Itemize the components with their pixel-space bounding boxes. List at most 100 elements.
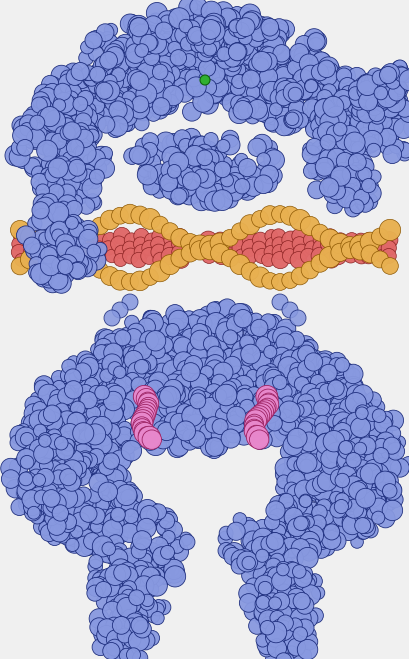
Circle shape <box>66 368 86 389</box>
Circle shape <box>29 444 43 459</box>
Circle shape <box>209 422 222 434</box>
Circle shape <box>262 164 276 178</box>
Circle shape <box>50 221 68 239</box>
Circle shape <box>332 126 346 139</box>
Circle shape <box>39 203 55 219</box>
Circle shape <box>213 333 228 349</box>
Circle shape <box>207 346 223 363</box>
Circle shape <box>213 247 230 265</box>
Circle shape <box>333 233 347 247</box>
Circle shape <box>236 170 256 190</box>
Circle shape <box>276 605 291 620</box>
Circle shape <box>319 178 338 197</box>
Circle shape <box>52 113 68 130</box>
Circle shape <box>381 64 398 82</box>
Circle shape <box>258 581 271 595</box>
Circle shape <box>68 178 86 196</box>
Circle shape <box>325 519 339 533</box>
Circle shape <box>227 40 242 55</box>
Circle shape <box>331 422 347 438</box>
Circle shape <box>334 451 349 467</box>
Circle shape <box>373 458 390 475</box>
Circle shape <box>63 225 77 239</box>
Circle shape <box>54 462 73 480</box>
Circle shape <box>115 530 128 542</box>
Circle shape <box>161 247 178 265</box>
Circle shape <box>157 518 175 537</box>
Circle shape <box>60 173 80 193</box>
Circle shape <box>128 361 146 379</box>
Circle shape <box>275 337 290 353</box>
Circle shape <box>333 426 351 445</box>
Circle shape <box>360 248 375 264</box>
Circle shape <box>181 405 202 426</box>
Circle shape <box>99 580 114 595</box>
Circle shape <box>267 639 286 658</box>
Circle shape <box>326 415 339 428</box>
Circle shape <box>375 485 396 506</box>
Circle shape <box>292 392 311 411</box>
Circle shape <box>160 371 178 389</box>
Circle shape <box>78 376 98 396</box>
Circle shape <box>104 463 122 482</box>
Circle shape <box>115 356 133 374</box>
Circle shape <box>373 465 393 484</box>
Circle shape <box>365 108 381 123</box>
Circle shape <box>57 183 76 202</box>
Circle shape <box>145 560 161 577</box>
Circle shape <box>238 101 255 119</box>
Circle shape <box>360 416 374 430</box>
Circle shape <box>174 430 193 449</box>
Circle shape <box>256 332 271 347</box>
Circle shape <box>28 397 45 415</box>
Circle shape <box>158 30 176 49</box>
Circle shape <box>263 364 276 377</box>
Circle shape <box>29 489 45 505</box>
Circle shape <box>275 596 288 609</box>
Circle shape <box>29 455 44 469</box>
Circle shape <box>62 471 82 490</box>
Circle shape <box>73 97 88 111</box>
Circle shape <box>120 45 135 61</box>
Circle shape <box>98 107 117 126</box>
Circle shape <box>250 319 267 337</box>
Circle shape <box>225 333 240 349</box>
Circle shape <box>370 100 388 118</box>
Circle shape <box>243 364 259 381</box>
Circle shape <box>307 479 328 500</box>
Circle shape <box>34 470 51 486</box>
Circle shape <box>324 480 341 498</box>
Circle shape <box>297 59 317 78</box>
Circle shape <box>221 229 238 246</box>
Circle shape <box>346 413 363 430</box>
Circle shape <box>223 50 241 67</box>
Circle shape <box>295 401 311 417</box>
Circle shape <box>121 387 134 401</box>
Circle shape <box>191 379 205 393</box>
Circle shape <box>103 403 123 423</box>
Circle shape <box>38 172 57 190</box>
Circle shape <box>309 401 321 413</box>
Circle shape <box>189 431 205 447</box>
Circle shape <box>200 357 221 378</box>
Circle shape <box>312 66 330 84</box>
Circle shape <box>195 401 207 414</box>
Circle shape <box>55 445 71 462</box>
Circle shape <box>62 231 79 249</box>
Circle shape <box>171 249 189 268</box>
Circle shape <box>292 237 306 251</box>
Circle shape <box>243 389 260 406</box>
Circle shape <box>220 429 240 448</box>
Circle shape <box>213 2 233 22</box>
Circle shape <box>193 168 209 185</box>
Circle shape <box>184 356 202 374</box>
Circle shape <box>332 509 349 527</box>
Circle shape <box>256 365 275 385</box>
Circle shape <box>29 410 49 430</box>
Circle shape <box>182 399 202 418</box>
Circle shape <box>93 510 108 525</box>
Circle shape <box>305 76 318 88</box>
Circle shape <box>217 55 230 68</box>
Circle shape <box>126 381 139 394</box>
Circle shape <box>110 593 128 611</box>
